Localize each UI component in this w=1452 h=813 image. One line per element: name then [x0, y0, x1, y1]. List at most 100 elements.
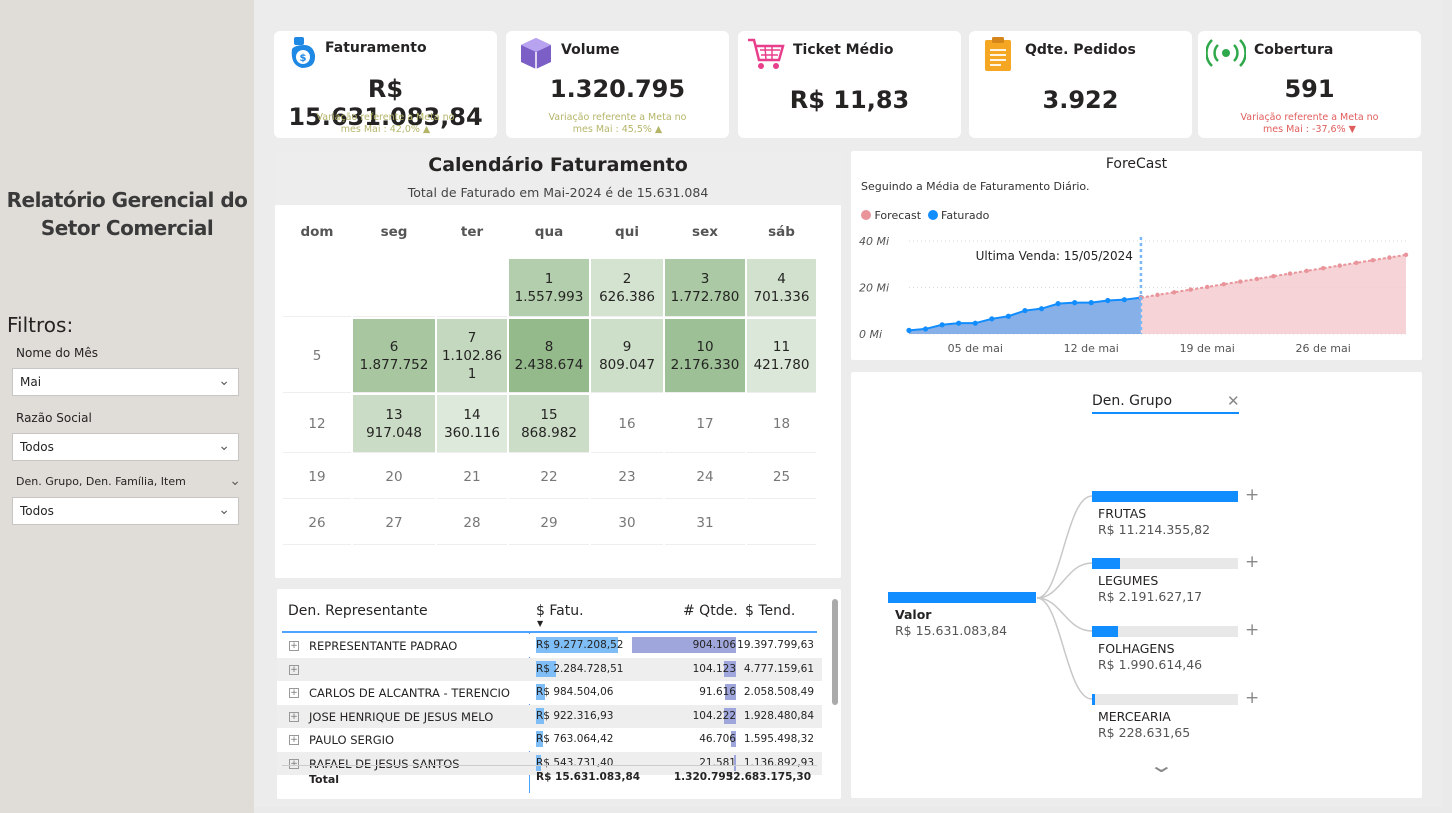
- decomp-bar[interactable]: [1092, 626, 1238, 637]
- point-faturado: [1121, 297, 1127, 303]
- col-header-qtde[interactable]: # Qtde.: [683, 603, 738, 619]
- col-header-fatu[interactable]: $ Fatu.: [536, 603, 584, 619]
- expand-icon[interactable]: +: [289, 735, 299, 745]
- kpi-value: 3.922: [1042, 86, 1119, 114]
- calendar-day-cell[interactable]: 30: [591, 501, 663, 545]
- calendar-day-cell[interactable]: 28: [437, 501, 507, 545]
- kpi-card-volume[interactable]: Volume 1.320.795 Variação referente a Me…: [506, 31, 729, 138]
- decomp-bar[interactable]: [1092, 558, 1238, 569]
- calendar-day-cell[interactable]: 25: [747, 455, 816, 499]
- calendar-day-cell[interactable]: 16: [591, 395, 663, 453]
- calendar-day-cell[interactable]: 6 1.877.752: [353, 319, 435, 393]
- close-icon[interactable]: ✕: [1227, 392, 1240, 410]
- chevron-down-icon: ⌄: [218, 438, 230, 454]
- kpi-card-qtde-pedidos[interactable]: Qdte. Pedidos 3.922: [969, 31, 1192, 138]
- filter-group-select[interactable]: Todos ⌄: [12, 497, 239, 525]
- filter-month-label: Nome do Mês: [16, 346, 98, 360]
- calendar-day-cell[interactable]: 26: [283, 501, 351, 545]
- calendar-day-cell[interactable]: 31: [665, 501, 745, 545]
- expand-icon[interactable]: +: [289, 711, 299, 722]
- day-number: 3: [700, 270, 710, 287]
- decomp-item-name: FRUTAS: [1098, 506, 1147, 521]
- table-row[interactable]: + JOSE HENRIQUE DE JESUS MELO R$ 922.316,9…: [277, 704, 822, 728]
- chevron-down-icon: ⌄: [229, 473, 241, 489]
- point-faturado: [939, 322, 945, 328]
- kpi-title: Qdte. Pedidos: [1025, 42, 1136, 58]
- decomp-header-underline: [1092, 412, 1239, 414]
- expand-plus-icon[interactable]: +: [1245, 485, 1260, 505]
- calendar-day-cell[interactable]: 5: [283, 319, 351, 393]
- calendar-day-cell[interactable]: 19: [283, 455, 351, 499]
- calendar-day-cell[interactable]: 17: [665, 395, 745, 453]
- weekday-header: ter: [437, 205, 507, 259]
- expand-icon[interactable]: +: [289, 758, 299, 769]
- expand-plus-icon[interactable]: +: [1245, 688, 1260, 708]
- box-icon: [521, 38, 551, 69]
- qtde-bar: [730, 731, 736, 747]
- calendar-day-cell[interactable]: 3 1.772.780: [665, 259, 745, 317]
- point-forecast: [1155, 292, 1160, 298]
- report-canvas: $ Faturamento R$ 15.631.083,84 Variação …: [254, 0, 1442, 807]
- expand-plus-icon[interactable]: +: [1245, 552, 1260, 572]
- calendar-day-cell[interactable]: 14 360.116: [437, 395, 507, 453]
- calendar-day-cell[interactable]: 27: [353, 501, 435, 545]
- filter-company-select[interactable]: Todos ⌄: [12, 433, 239, 461]
- day-number: 13: [385, 406, 403, 423]
- day-number: 23: [618, 468, 636, 485]
- x-tick-label: 12 de mai: [1064, 342, 1119, 355]
- calendar-day-cell[interactable]: 7 1.102.861: [437, 319, 507, 393]
- root-bar[interactable]: [888, 592, 1036, 603]
- day-number: 6: [389, 338, 399, 355]
- calendar-day-cell[interactable]: 20: [353, 455, 435, 499]
- calendar-day-cell[interactable]: 9 809.047: [591, 319, 663, 393]
- expand-icon[interactable]: +: [289, 688, 299, 698]
- col-header-representante[interactable]: Den. Representante: [288, 603, 428, 619]
- weekday-header: dom: [283, 205, 351, 259]
- day-number: 25: [772, 468, 791, 485]
- table-scrollbar[interactable]: [832, 599, 838, 705]
- calendar-day-cell[interactable]: 24: [665, 455, 745, 499]
- filter-month-select[interactable]: Mai ⌄: [12, 368, 239, 396]
- table-row[interactable]: + REPRESENTANTE PADRAO R$ 9.277.208,52 904.…: [277, 634, 822, 657]
- decomp-bar[interactable]: [1092, 491, 1238, 502]
- kpi-card-cobertura[interactable]: Cobertura 591 Variação referente a Meta …: [1198, 31, 1421, 138]
- calendar-day-cell[interactable]: 22: [509, 455, 589, 499]
- table-row[interactable]: + R$ 2.284.728,51 104.123 4.777.159,61: [277, 657, 822, 681]
- table-row[interactable]: + PAULO SERGIO R$ 763.064,42 46.706 1.595.49…: [277, 728, 822, 751]
- calendar-day-cell[interactable]: 21: [437, 455, 507, 499]
- expand-icon[interactable]: +: [289, 641, 299, 651]
- calendar-day-cell[interactable]: 11 421.780: [747, 319, 816, 393]
- calendar-day-cell[interactable]: 18: [747, 395, 816, 453]
- calendar-day-cell[interactable]: 12: [283, 395, 351, 453]
- calendar-day-cell[interactable]: 1 1.557.993: [509, 259, 589, 317]
- decomp-header[interactable]: Den. Grupo: [1092, 393, 1173, 409]
- calendar-day-cell[interactable]: 23: [591, 455, 663, 499]
- expand-icon[interactable]: +: [289, 664, 299, 675]
- chevron-down-icon[interactable]: ⌄: [1147, 753, 1175, 777]
- point-forecast: [1403, 252, 1409, 258]
- point-forecast: [1254, 276, 1260, 282]
- calendar-day-cell[interactable]: 13 917.048: [353, 395, 435, 453]
- calendar-day-cell[interactable]: 10 2.176.330: [665, 319, 745, 393]
- table-row[interactable]: + CARLOS DE ALCANTRA - TERENCIO R$ 984.504…: [277, 681, 822, 704]
- filter-company-value: Todos: [20, 440, 54, 454]
- calendar-day-cell[interactable]: 15 868.982: [509, 395, 589, 453]
- calendar-day-cell[interactable]: 2 626.386: [591, 259, 663, 317]
- kpi-card-ticket-medio[interactable]: Ticket Médio R$ 11,83: [738, 31, 961, 138]
- total-qtde: 1.320.795: [673, 771, 733, 783]
- calendar-day-cell[interactable]: 4 701.336: [747, 259, 816, 317]
- calendar-day-cell[interactable]: 8 2.438.674: [509, 319, 589, 393]
- calendar-day-cell[interactable]: 29: [509, 501, 589, 545]
- decomp-bar[interactable]: [1092, 694, 1238, 705]
- row-tend: 1.136.892,93: [743, 756, 814, 769]
- last-sale-annotation: Ultima Venda: 15/05/2024: [976, 249, 1133, 263]
- day-number: 21: [463, 468, 481, 485]
- expand-plus-icon[interactable]: +: [1245, 620, 1260, 640]
- filter-group-label[interactable]: Den. Grupo, Den. Família, Item ⌄: [16, 473, 241, 489]
- kpi-value: 1.320.795: [549, 75, 686, 103]
- chevron-down-icon: ⌄: [218, 373, 230, 389]
- row-representante: JOSE HENRIQUE DE JESUS MELO: [309, 709, 494, 724]
- sort-desc-icon: ▼: [537, 619, 544, 628]
- kpi-card-faturamento[interactable]: $ Faturamento R$ 15.631.083,84 Variação …: [274, 31, 497, 138]
- col-header-tend[interactable]: $ Tend.: [745, 603, 796, 619]
